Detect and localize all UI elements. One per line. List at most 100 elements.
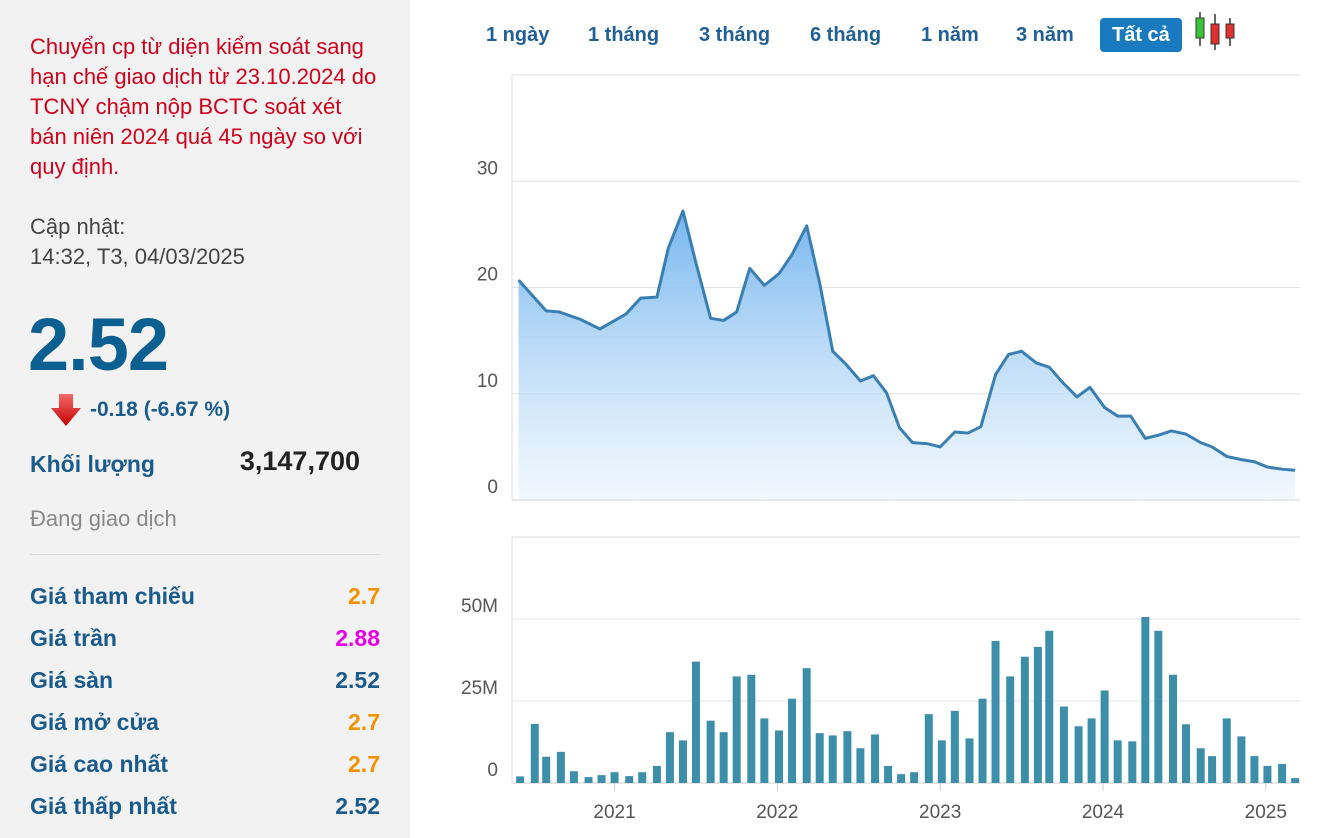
y-tick-label: 25M <box>461 678 498 699</box>
price-change: -0.18 (-6.67 %) <box>90 398 231 421</box>
volume-bar <box>652 765 661 783</box>
volume-bar <box>597 775 606 783</box>
updated-label: Cập nhật: <box>30 214 126 239</box>
x-tick-label: 2025 <box>1245 802 1287 823</box>
volume-bar <box>856 748 865 783</box>
volume-bar <box>1250 756 1259 783</box>
volume-bar <box>1074 726 1083 783</box>
volume-bar <box>1141 617 1150 783</box>
volume-bar <box>747 674 756 783</box>
volume-bar <box>556 751 565 783</box>
y-tick-label: 50M <box>461 596 498 617</box>
volume-bar <box>569 771 578 783</box>
volume-bar <box>1169 674 1178 783</box>
y-tick-label: 30 <box>477 158 498 179</box>
volume-bar <box>1222 718 1231 783</box>
volume-bar <box>542 756 551 783</box>
stat-label: Giá tham chiếu <box>30 583 195 609</box>
volume-bar <box>884 765 893 783</box>
volume-bar <box>760 718 769 783</box>
volume-bar <box>828 735 837 783</box>
volume-bar <box>1113 740 1122 783</box>
volume-bar <box>530 723 539 783</box>
updated-time: 14:32, T3, 04/03/2025 <box>30 244 245 269</box>
volume-bar <box>1208 756 1217 783</box>
stat-value: 2.7 <box>348 751 380 777</box>
volume-bar <box>665 732 674 783</box>
volume-bar <box>871 734 880 783</box>
price: 2.52 <box>28 303 169 386</box>
range-tab[interactable]: 6 tháng <box>810 24 882 46</box>
volume-bar <box>1154 630 1163 783</box>
volume-bar <box>719 732 728 783</box>
price-line <box>517 209 1296 472</box>
x-tick-label: 2022 <box>756 802 798 823</box>
volume-label: Khối lượng <box>30 451 155 477</box>
notice: Chuyển cp từ diện kiểm soát sang hạn chế… <box>30 34 377 179</box>
volume-bar <box>678 740 687 783</box>
volume-bar <box>843 731 852 783</box>
volume-bar <box>610 772 619 783</box>
volume-bar <box>924 714 933 783</box>
range-tab[interactable]: 1 tháng <box>588 24 660 46</box>
volume-bar <box>1045 630 1054 783</box>
stat-label: Giá cao nhất <box>30 751 169 777</box>
volume-bar <box>1263 765 1272 783</box>
volume-bar <box>950 710 959 783</box>
y-tick-label: 10 <box>477 371 498 392</box>
y-tick-label: 0 <box>487 760 498 781</box>
stat-label: Giá mở cửa <box>30 709 159 735</box>
volume-bar <box>1237 736 1246 783</box>
y-tick-label: 20 <box>477 265 498 286</box>
stat-value: 2.7 <box>348 709 380 735</box>
volume-bar <box>625 776 634 783</box>
x-tick-label: 2024 <box>1082 802 1125 823</box>
volume-bar <box>706 720 715 783</box>
stat-label: Giá sàn <box>30 667 114 693</box>
volume-bar <box>897 774 906 783</box>
volume-bar <box>1278 763 1287 783</box>
volume-bar <box>1291 778 1300 783</box>
volume-bar <box>1087 718 1096 783</box>
volume-bar <box>1006 676 1015 783</box>
volume-bar <box>516 776 525 783</box>
volume-bar <box>802 668 811 783</box>
range-tab[interactable]: 1 ngày <box>486 24 550 46</box>
range-tab[interactable]: 3 năm <box>1016 24 1074 46</box>
volume-bar <box>937 740 946 783</box>
volume-bar <box>732 676 741 783</box>
volume-bar <box>1182 724 1191 783</box>
volume-bar <box>910 772 919 783</box>
volume-bar <box>584 777 593 783</box>
trading-status: Đang giao dịch <box>30 506 177 531</box>
volume-bar <box>788 698 797 783</box>
volume-bar <box>991 640 1000 783</box>
volume-bar <box>978 698 987 783</box>
range-tab[interactable]: Tất cả <box>1100 18 1182 52</box>
volume-bar <box>691 661 700 783</box>
volume-bar <box>1128 741 1137 783</box>
volume-bar <box>775 730 784 783</box>
x-tick-label: 2023 <box>919 802 961 823</box>
volume-value: 3,147,700 <box>239 446 360 476</box>
volume-bar <box>1033 646 1042 783</box>
volume-bar <box>1196 748 1205 783</box>
volume-bar <box>1100 690 1109 783</box>
sidebar: Chuyển cp từ diện kiểm soát sang hạn chế… <box>0 0 410 838</box>
separator <box>30 554 380 555</box>
range-tab[interactable]: 1 năm <box>921 24 979 46</box>
candlestick-icon[interactable] <box>1193 10 1239 52</box>
y-tick-label: 0 <box>487 477 498 498</box>
range-tab[interactable]: 3 tháng <box>699 24 771 46</box>
volume-bar <box>1020 656 1029 783</box>
stat-value: 2.88 <box>335 625 380 651</box>
volume-bar <box>638 772 647 783</box>
down-arrow <box>51 394 81 426</box>
stat-label: Giá thấp nhất <box>30 793 177 819</box>
stat-value: 2.52 <box>335 793 380 819</box>
volume-bar <box>815 733 824 783</box>
volume-bar <box>1059 706 1068 783</box>
x-tick-label: 2021 <box>593 802 635 823</box>
